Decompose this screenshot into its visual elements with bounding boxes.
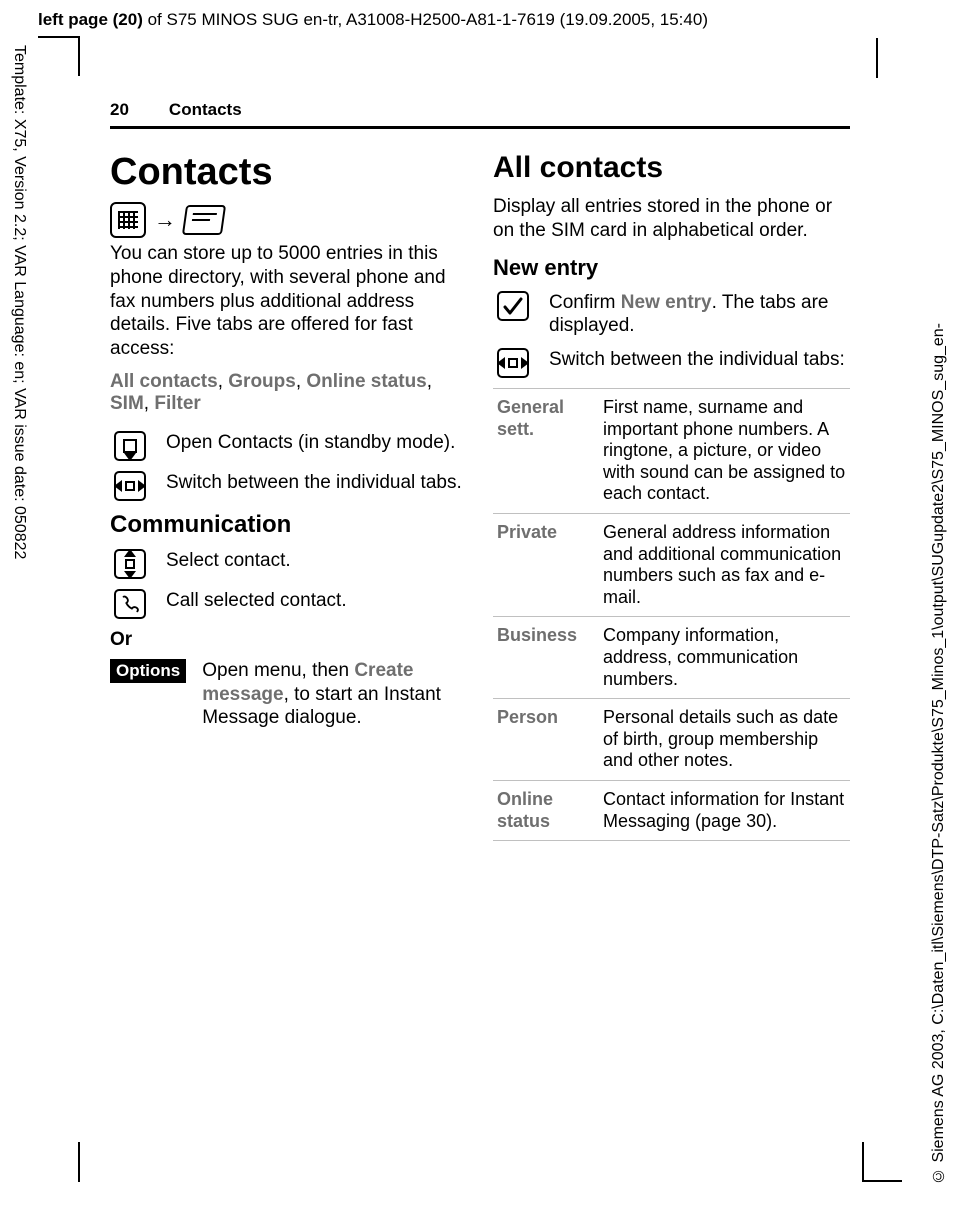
tab-all-contacts: All contacts — [110, 371, 218, 392]
call-key-icon — [114, 589, 146, 619]
left-column: Contacts → You can store up to 5000 entr… — [110, 151, 467, 841]
all-contacts-intro: Display all entries stored in the phone … — [493, 195, 850, 243]
tab-desc: First name, surname and important phone … — [603, 397, 846, 505]
step-text: Open menu, then Create message, to start… — [202, 659, 467, 730]
crop-mark — [862, 1180, 902, 1182]
step-open-contacts: Open Contacts (in standby mode). — [110, 431, 467, 461]
contacts-folder-icon — [182, 205, 226, 235]
crop-mark — [862, 1142, 864, 1182]
nav-left-right-icon — [497, 348, 529, 378]
step-text: Call selected contact. — [166, 589, 467, 613]
all-contacts-heading: All contacts — [493, 151, 850, 185]
header-rule — [110, 126, 850, 129]
options-softkey: Options — [110, 659, 186, 683]
step-confirm-new-entry: Confirm New entry. The tabs are displaye… — [493, 291, 850, 339]
step-text: Confirm New entry. The tabs are displaye… — [549, 291, 850, 339]
crop-mark — [78, 36, 80, 76]
intro-text: You can store up to 5000 entries in this… — [110, 242, 467, 361]
step-call-contact: Call selected contact. — [110, 589, 467, 619]
nav-left-right-icon — [114, 471, 146, 501]
table-row: Person Personal details such as date of … — [493, 698, 850, 780]
running-head: 20 Contacts — [110, 100, 850, 126]
crop-mark — [78, 1142, 80, 1182]
tab-desc: Personal details such as date of birth, … — [603, 707, 846, 772]
crop-mark — [38, 36, 78, 38]
tab-label: Online status — [497, 789, 593, 832]
nav-up-down-icon — [114, 549, 146, 579]
step-text: Switch between the individual tabs. — [166, 471, 467, 495]
step-switch-tabs-right: Switch between the individual tabs: — [493, 348, 850, 378]
tab-online-status: Online status — [306, 371, 426, 392]
nav-path-icons: → — [110, 202, 467, 238]
table-row: General sett. First name, surname and im… — [493, 388, 850, 513]
arrow-right-icon: → — [154, 207, 176, 233]
step-text: Switch between the individual tabs: — [549, 348, 850, 372]
crop-mark — [876, 38, 878, 78]
tabs-list: All contacts, Groups, Online status, SIM… — [110, 371, 467, 415]
communication-heading: Communication — [110, 511, 467, 539]
table-row: Business Company information, address, c… — [493, 616, 850, 698]
tab-desc: General address information and addition… — [603, 522, 846, 608]
step-select-contact: Select contact. — [110, 549, 467, 579]
new-entry-heading: New entry — [493, 255, 850, 281]
top-header-bold: left page (20) — [38, 10, 143, 29]
top-header-rest: of S75 MINOS SUG en-tr, A31008-H2500-A81… — [143, 10, 708, 29]
step-text: Select contact. — [166, 549, 467, 573]
right-margin-text: © Siemens AG 2003, C:\Daten_itl\Siemens\… — [930, 60, 948, 1184]
new-entry-label: New entry — [621, 292, 712, 313]
section-name: Contacts — [169, 100, 242, 120]
top-header: left page (20) of S75 MINOS SUG en-tr, A… — [38, 10, 708, 30]
confirm-check-icon — [497, 291, 529, 321]
page-number: 20 — [110, 100, 129, 120]
nav-down-icon — [114, 431, 146, 461]
or-label: Or — [110, 629, 467, 651]
right-column: All contacts Display all entries stored … — [493, 151, 850, 841]
tab-label: Person — [497, 707, 593, 729]
tab-sim: SIM — [110, 393, 144, 414]
page-title: Contacts — [110, 151, 467, 194]
tab-label: General sett. — [497, 397, 593, 440]
page-body: 20 Contacts Contacts → You can store up … — [110, 100, 850, 841]
step-switch-tabs: Switch between the individual tabs. — [110, 471, 467, 501]
step-options: Options Open menu, then Create message, … — [110, 659, 467, 730]
tabs-table: General sett. First name, surname and im… — [493, 388, 850, 841]
tab-groups: Groups — [228, 371, 296, 392]
table-row: Online status Contact information for In… — [493, 780, 850, 841]
tab-filter: Filter — [154, 393, 200, 414]
tab-desc: Company information, address, communicat… — [603, 625, 846, 690]
tab-desc: Contact information for Instant Messagin… — [603, 789, 846, 832]
menu-grid-icon — [110, 202, 146, 238]
tab-label: Business — [497, 625, 593, 647]
table-row: Private General address information and … — [493, 513, 850, 616]
tab-label: Private — [497, 522, 593, 544]
left-margin-text: Template: X75, Version 2.2; VAR Language… — [8, 45, 28, 705]
step-text: Open Contacts (in standby mode). — [166, 431, 467, 455]
